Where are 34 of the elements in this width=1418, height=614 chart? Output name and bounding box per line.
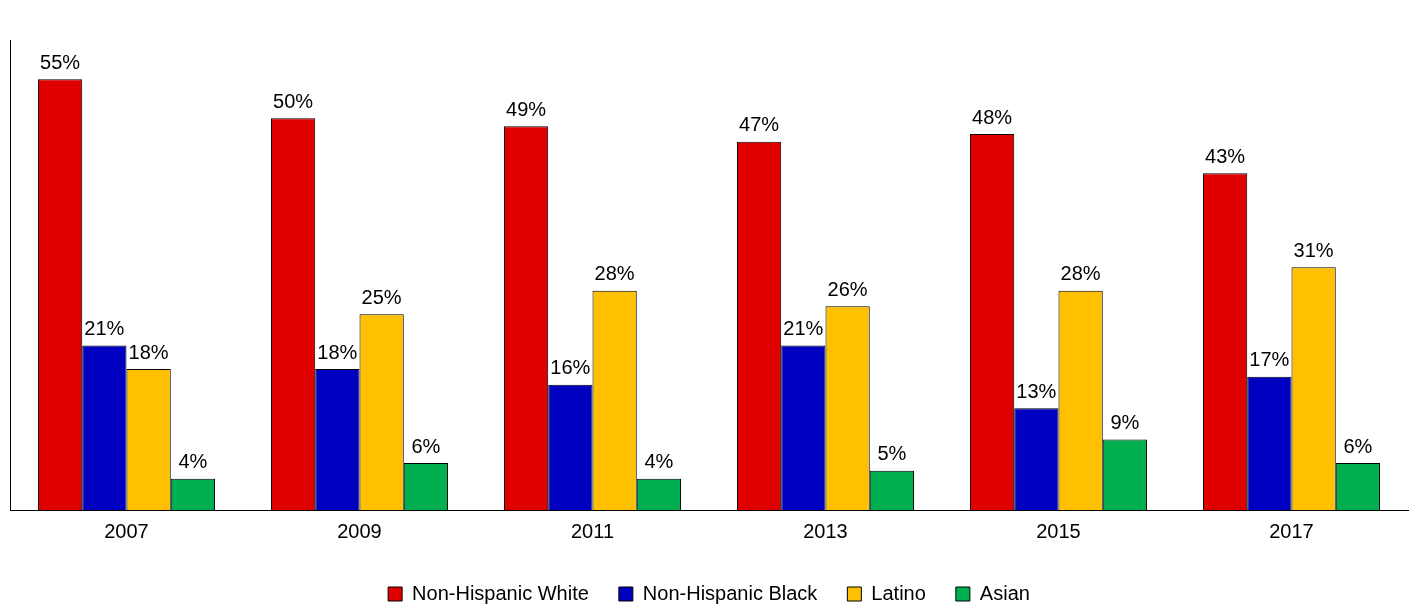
data-label: 49% xyxy=(506,97,547,120)
data-label: 21% xyxy=(783,317,824,340)
data-label: 26% xyxy=(827,277,868,300)
data-label: 43% xyxy=(1205,144,1246,167)
data-label: 48% xyxy=(972,105,1013,128)
data-label: 4% xyxy=(644,450,674,473)
data-label: 25% xyxy=(361,285,402,308)
data-label: 6% xyxy=(411,434,441,457)
data-label: 18% xyxy=(128,340,169,363)
data-label: 13% xyxy=(1016,379,1057,402)
data-label: 28% xyxy=(594,262,635,285)
data-label: 9% xyxy=(1110,411,1140,434)
data-label: 47% xyxy=(739,113,780,136)
x-tick-label: 2009 xyxy=(337,519,382,542)
data-label: 18% xyxy=(317,340,358,363)
data-label: 4% xyxy=(178,450,208,473)
legend-label: Latino xyxy=(871,581,926,604)
legend-label: Non-Hispanic White xyxy=(412,581,589,604)
data-label: 28% xyxy=(1060,262,1101,285)
x-tick-label: 2017 xyxy=(1269,519,1314,542)
x-tick-label: 2007 xyxy=(104,519,149,542)
data-label: 6% xyxy=(1343,434,1373,457)
x-tick-label: 2015 xyxy=(1036,519,1081,542)
x-tick-label: 2013 xyxy=(803,519,848,542)
data-label: 50% xyxy=(273,89,314,112)
legend-label: Non-Hispanic Black xyxy=(642,581,819,604)
data-label: 17% xyxy=(1249,348,1290,371)
data-label: 16% xyxy=(550,356,591,379)
data-label: 31% xyxy=(1293,238,1334,261)
data-label: 55% xyxy=(40,50,81,73)
x-tick-label: 2011 xyxy=(570,519,615,542)
data-label: 5% xyxy=(877,442,907,465)
data-label: 21% xyxy=(84,317,125,340)
legend-label: Asian xyxy=(979,581,1030,604)
